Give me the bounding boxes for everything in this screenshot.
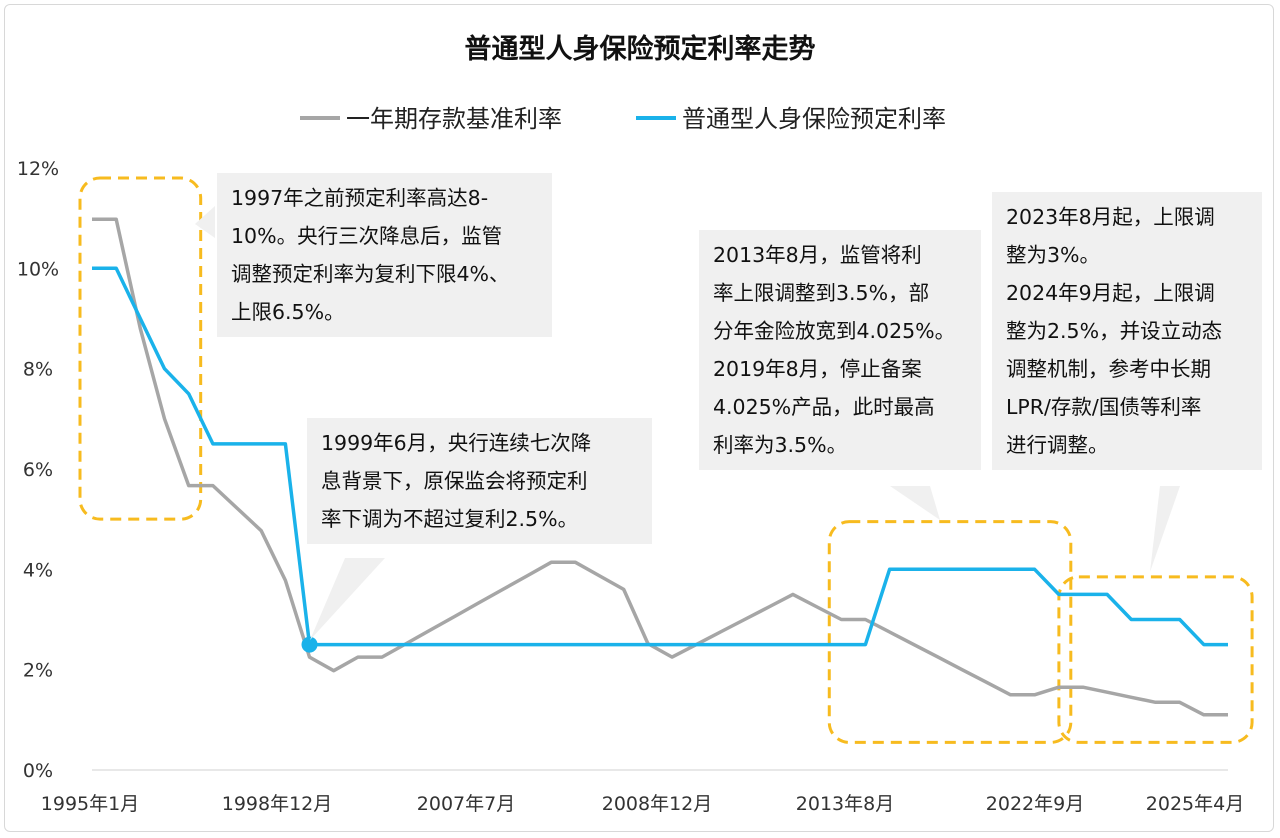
annotation-line: 进行调整。	[1006, 433, 1109, 457]
annotation-line: 2013年8月，监管将利	[713, 243, 922, 267]
highlight-point	[301, 636, 318, 653]
annotation-line: 2024年9月起，上限调	[1006, 281, 1215, 305]
x-tick-label: 2022年9月	[986, 793, 1084, 815]
callout-pointer	[310, 558, 385, 640]
y-tick-label: 6%	[23, 459, 53, 481]
x-tick-label: 2008年12月	[602, 793, 713, 815]
annotation-line: 2023年8月起，上限调	[1006, 205, 1215, 229]
annotation-line: 上限6.5%。	[231, 300, 345, 324]
annotation-line: 整为3%。	[1006, 243, 1101, 267]
highlight-region	[78, 176, 203, 521]
x-tick-label: 1995年1月	[41, 793, 139, 815]
annotation-line: 率上限调整到3.5%，部	[713, 281, 930, 305]
y-tick-label: 2%	[23, 660, 53, 682]
chart-title: 普通型人身保险预定利率走势	[465, 33, 816, 65]
annotation-2013: 2013年8月，监管将利 率上限调整到3.5%，部 分年金险放宽到4.025%。…	[699, 230, 981, 470]
annotation-line: 利率为3.5%。	[713, 433, 848, 457]
y-tick-label: 12%	[17, 158, 59, 180]
annotation-line: 分年金险放宽到4.025%。	[713, 319, 956, 343]
deposit-rate-line	[92, 217, 1228, 717]
callout-pointer	[1150, 486, 1180, 572]
annotation-1997: 1997年之前预定利率高达8- 10%。央行三次降息后，监管 调整预定利率为复利…	[217, 173, 552, 337]
callout-pointer	[195, 206, 215, 238]
annotation-line: 2019年8月，停止备案	[713, 357, 922, 381]
x-tick-label: 2025年4月	[1146, 793, 1244, 815]
x-tick-label: 1998年12月	[222, 793, 333, 815]
annotation-line: 10%。央行三次降息后，监管	[231, 224, 503, 248]
x-tick-label: 2013年8月	[796, 793, 894, 815]
insurance-rate-line	[92, 266, 1228, 647]
annotation-1999: 1999年6月，央行连续七次降 息背景下，原保监会将预定利 率下调为不超过复利2…	[307, 418, 652, 544]
y-tick-label: 0%	[23, 760, 53, 782]
y-tick-label: 10%	[17, 258, 59, 280]
annotation-line: LPR/存款/国债等利率	[1006, 395, 1202, 419]
annotation-line: 息背景下，原保监会将预定利	[321, 469, 588, 493]
y-tick-label: 8%	[23, 359, 53, 381]
annotation-line: 调整机制，参考中长期	[1006, 357, 1211, 381]
annotation-line: 1999年6月，央行连续七次降	[321, 431, 592, 455]
annotation-line: 4.025%产品，此时最高	[713, 395, 935, 419]
legend-label: 一年期存款基准利率	[346, 105, 562, 133]
x-tick-label: 2007年7月	[417, 793, 515, 815]
legend-label: 普通型人身保险预定利率	[682, 105, 946, 133]
y-tick-label: 4%	[23, 559, 53, 581]
annotation-line: 整为2.5%，并设立动态	[1006, 319, 1223, 343]
callout-pointer	[890, 486, 940, 520]
chart-frame	[4, 4, 1274, 832]
annotation-line: 率下调为不超过复利2.5%。	[321, 507, 579, 531]
highlight-region	[827, 520, 1073, 744]
annotation-line: 1997年之前预定利率高达8-	[231, 186, 489, 210]
annotation-2023: 2023年8月起，上限调 整为3%。 2024年9月起，上限调 整为2.5%，并…	[992, 192, 1262, 470]
highlight-region	[1057, 575, 1254, 744]
annotation-line: 调整预定利率为复利下限4%、	[231, 262, 510, 286]
